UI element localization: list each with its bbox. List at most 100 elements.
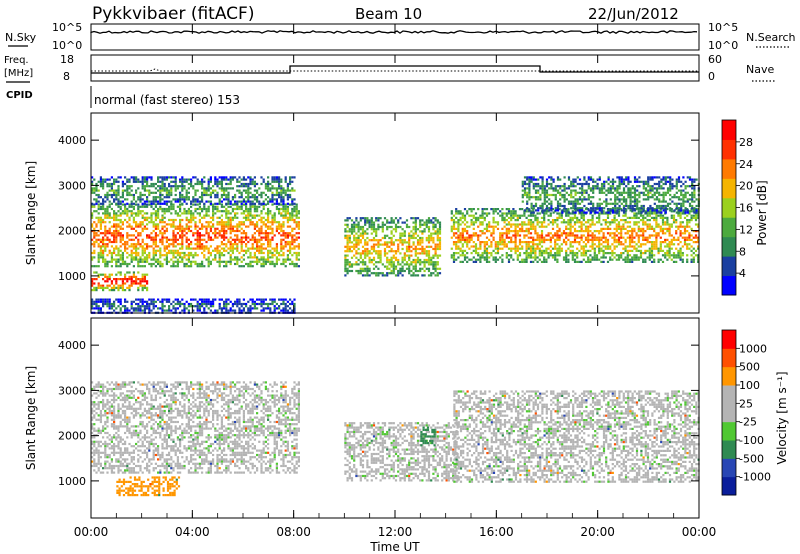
power-echo-cell [503, 243, 506, 246]
power-echo-cell [587, 196, 590, 199]
power-echo-cell [234, 234, 237, 237]
power-echo-cell [172, 251, 175, 255]
power-echo-cell [383, 234, 387, 237]
power-echo-cell [375, 243, 378, 246]
power-echo-cell [547, 223, 550, 226]
power-echo-cell [661, 223, 665, 226]
power-echo-cell [154, 232, 157, 235]
power-echo-cell [501, 234, 504, 237]
power-echo-cell [201, 262, 204, 266]
power-echo-cell [516, 254, 519, 257]
power-echo-cell [245, 225, 248, 228]
power-echo-cell [615, 245, 618, 248]
power-echo-cell [192, 232, 195, 235]
power-echo-cell [181, 260, 184, 263]
power-echo-cell [666, 208, 669, 211]
power-echo-cell [214, 178, 217, 181]
power-echo-cell [269, 182, 272, 186]
power-echo-cell [289, 178, 292, 181]
power-echo-cell [201, 245, 204, 248]
power-echo-cell [185, 210, 188, 213]
power-echo-cell [115, 236, 118, 239]
power-echo-cell [528, 209, 531, 212]
power-echo-cell [275, 245, 278, 248]
power-echo-cell [479, 245, 482, 248]
power-echo-cell [278, 225, 281, 228]
power-echo-cell [130, 238, 133, 241]
power-echo-cell [161, 234, 164, 237]
power-echo-cell [532, 207, 535, 210]
power-echo-cell [624, 208, 627, 211]
power-echo-cell [438, 221, 442, 224]
power-echo-cell [543, 216, 546, 219]
power-echo-cell [293, 176, 296, 179]
power-echo-cell [427, 225, 431, 229]
power-echo-cell [635, 234, 638, 237]
power-echo-cell [529, 247, 533, 250]
power-echo-cell [198, 214, 201, 217]
power-echo-cell [525, 260, 528, 263]
power-echo-cell [436, 234, 439, 237]
power-echo-cell [655, 225, 658, 228]
power-echo-cell [642, 227, 645, 230]
power-echo-cell [251, 260, 254, 263]
power-echo-cell [121, 180, 124, 183]
power-echo-cell [485, 208, 489, 211]
power-echo-cell [501, 208, 504, 211]
power-echo-cell [563, 204, 566, 208]
power-echo-cell [616, 187, 619, 190]
power-echo-cell [238, 258, 241, 261]
power-echo-cell [589, 207, 593, 210]
power-echo-cell [271, 247, 274, 250]
power-echo-cell [152, 249, 155, 252]
power-echo-cell [269, 249, 272, 252]
power-echo-cell [179, 198, 182, 201]
power-echo-cell [556, 223, 559, 226]
power-echo-cell [576, 209, 579, 212]
power-echo-cell [521, 227, 524, 230]
power-echo-cell [596, 187, 599, 190]
power-echo-cell [203, 202, 206, 205]
power-echo-cell [580, 223, 583, 226]
power-echo-cell [128, 205, 131, 208]
power-echo-cell [584, 252, 588, 255]
power-echo-cell [370, 261, 373, 264]
power-echo-cell [185, 258, 188, 261]
power-echo-cell [194, 223, 197, 226]
power-echo-cell [587, 198, 590, 201]
power-echo-cell [617, 238, 621, 241]
power-echo-cell [631, 234, 634, 237]
power-echo-cell [179, 193, 182, 197]
power-echo-cell [207, 214, 210, 217]
power-echo-cell [505, 254, 508, 257]
power-echo-cell [251, 265, 254, 268]
power-echo-cell [463, 223, 467, 226]
power-echo-cell [284, 260, 287, 263]
power-echo-cell [220, 196, 223, 199]
power-echo-cell [91, 180, 94, 183]
power-echo-cell [165, 202, 168, 205]
power-echo-cell [383, 236, 387, 240]
power-echo-cell [525, 249, 528, 252]
power-echo-cell [563, 185, 566, 188]
power-echo-cell [503, 245, 506, 248]
power-echo-cell [159, 251, 162, 255]
power-echo-cell [560, 249, 563, 252]
power-echo-cell [278, 254, 281, 257]
power-echo-cell [628, 238, 632, 241]
power-echo-cell [639, 245, 643, 248]
power-echo-cell [172, 265, 175, 268]
power-echo-cell [666, 254, 669, 257]
power-echo-cell [642, 234, 645, 237]
power-echo-cell [227, 223, 230, 226]
power-echo-cell [113, 198, 116, 201]
power-echo-cell [455, 258, 458, 261]
power-echo-cell [525, 247, 528, 250]
power-echo-cell [510, 254, 513, 257]
power-echo-cell [139, 221, 142, 224]
power-echo-cell [207, 258, 210, 261]
power-echo-cell [359, 267, 362, 270]
power-echo-cell [108, 273, 111, 276]
power-echo-cell [551, 247, 555, 250]
power-echo-cell [214, 258, 217, 261]
